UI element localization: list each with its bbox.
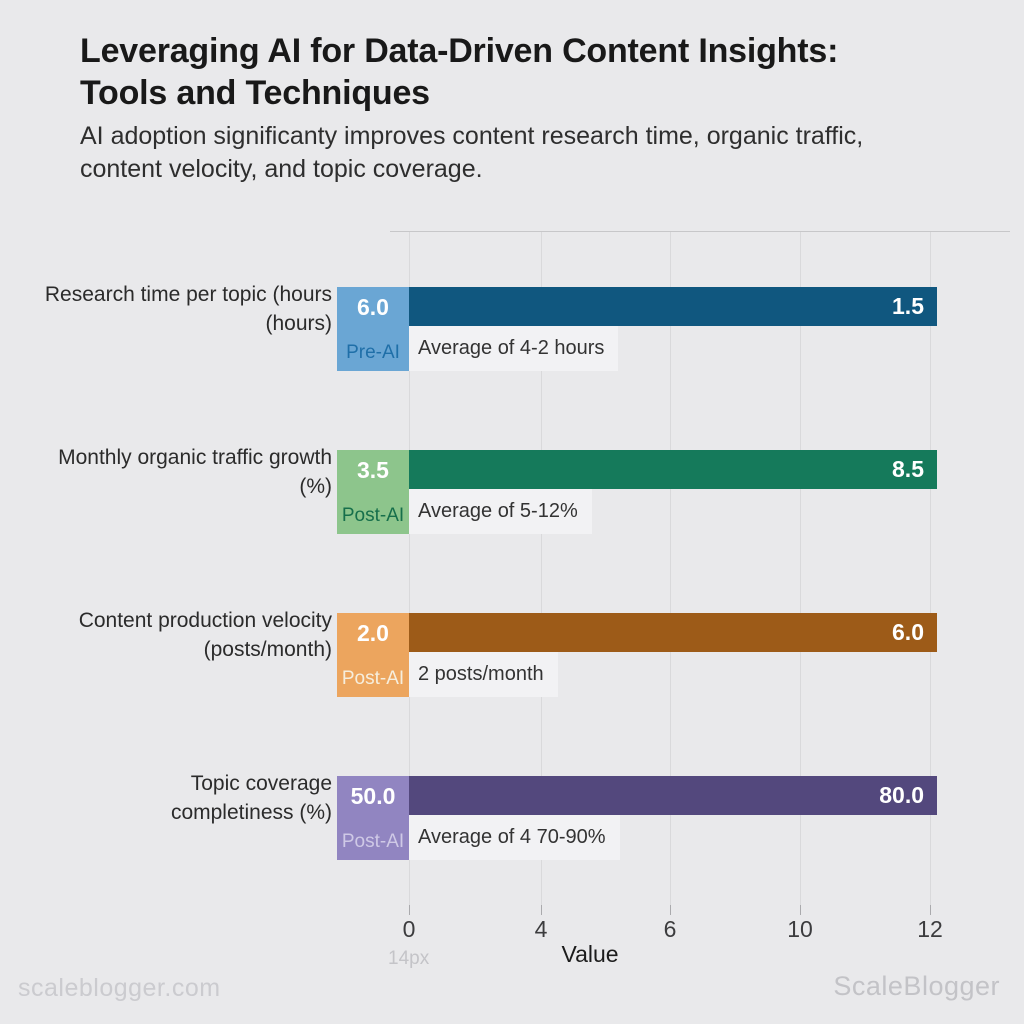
bar-value: 1.5 — [892, 293, 924, 319]
bar-value: 80.0 — [879, 782, 924, 808]
watermark-url: scaleblogger.com — [18, 974, 221, 1002]
bar-annotation: Average of 4 70-90% — [409, 815, 620, 860]
gridline — [800, 232, 801, 905]
x-tick-label: 0 — [402, 916, 416, 942]
bar-annotation: Average of 4-2 hours — [409, 326, 619, 371]
bar: 80.0 — [409, 776, 937, 815]
plot-top-border — [390, 231, 1010, 232]
tick-mark — [800, 905, 801, 915]
value-block: 3.5 Post-AI — [337, 450, 409, 534]
bar: 1.5 — [409, 287, 937, 326]
bar-annotation: 2 posts/month — [409, 652, 558, 697]
category-label: Research time per topic (hours (hours) — [44, 283, 332, 335]
x-tick-label: 4 — [534, 916, 548, 942]
category-label: Monthly organic traffic growth (%) — [58, 446, 332, 498]
category-label: Content production velocity (posts/month… — [78, 609, 332, 661]
bar-value: 8.5 — [892, 456, 924, 482]
x-tick-label: 6 — [663, 916, 677, 942]
chart-title: Leveraging AI for Data-Driven Content In… — [80, 32, 839, 113]
phase-label: Post-AI — [341, 505, 405, 526]
bar: 6.0 — [409, 613, 937, 652]
block-value: 3.5 — [357, 457, 389, 483]
tick-mark — [541, 905, 542, 915]
bar: 8.5 — [409, 450, 937, 489]
phase-label: Post-AI — [341, 831, 405, 852]
block-value: 50.0 — [350, 783, 396, 809]
tick-mark — [930, 905, 931, 915]
phase-label: Pre-AI — [346, 342, 400, 363]
x-tick-label: 10 — [787, 916, 813, 942]
gridline — [409, 232, 410, 905]
value-block: 2.0 Post-AI — [337, 613, 409, 697]
x-axis-title: Value — [561, 941, 619, 967]
category-label: Topic coverage completiness (%) — [170, 772, 332, 824]
x-tick-label: 12 — [917, 916, 943, 942]
tick-mark — [409, 905, 410, 915]
watermark-brand: ScaleBlogger — [833, 971, 1000, 1001]
block-value: 6.0 — [357, 294, 389, 320]
axis-size-note: 14px — [388, 948, 430, 969]
chart-subtitle: AI adoption significanty improves conten… — [80, 122, 864, 183]
gridline — [670, 232, 671, 905]
bar-annotation: Average of 5-12% — [409, 489, 592, 534]
gridline — [930, 232, 931, 905]
block-value: 2.0 — [357, 620, 389, 646]
gridline — [541, 232, 542, 905]
value-block: 50.0 Post-AI — [337, 776, 409, 860]
phase-label: Post-AI — [341, 668, 405, 689]
value-block: 6.0 Pre-AI — [337, 287, 409, 371]
bar-value: 6.0 — [892, 619, 924, 645]
tick-mark — [670, 905, 671, 915]
